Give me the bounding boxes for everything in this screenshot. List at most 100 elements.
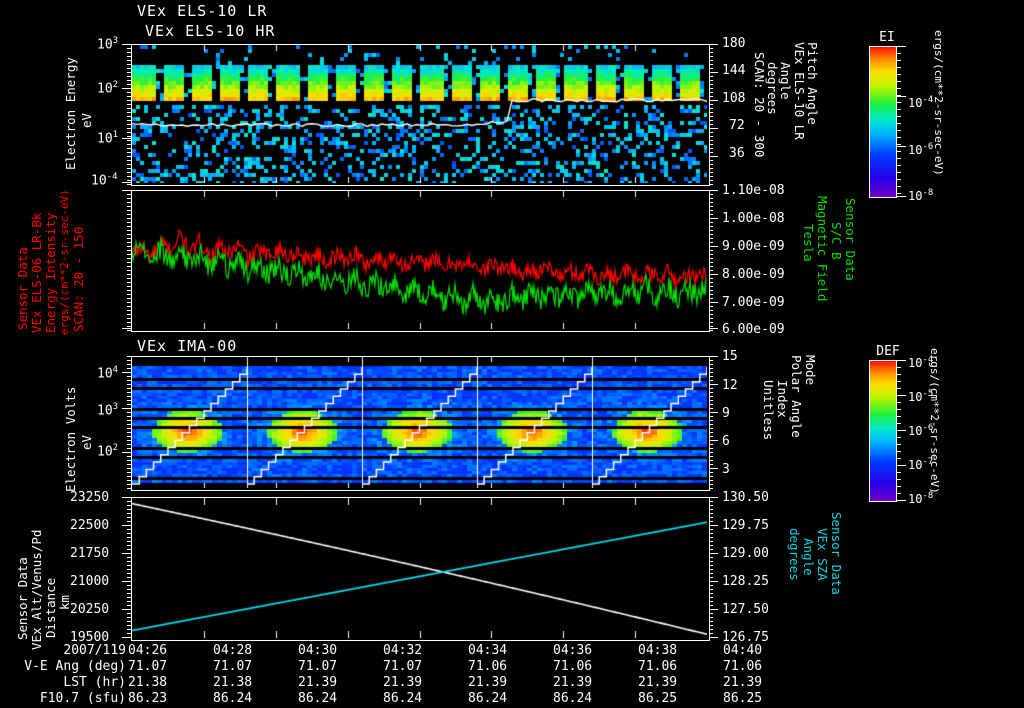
panel1-right-label-a: Pitch Angle <box>805 42 820 182</box>
panel4-left-label-2: VEx Alt/Venus/Pd <box>29 525 44 650</box>
panel1-title-hr: VEx ELS-10 HR <box>145 22 276 40</box>
panel1-right-label-b1: VEx ELS-10 LR <box>792 42 807 140</box>
panel4-y2tick-0: 130.50 <box>722 490 769 505</box>
panel1-y2tick-72: 72 <box>729 118 745 133</box>
panel4-right-label-2: VEx SZA <box>815 528 830 618</box>
panel1-y2tick-108: 108 <box>722 91 746 106</box>
panel3-plot[interactable] <box>131 356 710 491</box>
row-time-cell: 04:26 <box>128 643 168 658</box>
panel1-right-label-b: VEx ELS-10 LR <box>792 42 807 192</box>
panel3-title: VEx IMA-00 <box>137 337 238 355</box>
panel3-y2tick-9: 9 <box>722 406 730 421</box>
panel1-right-label-scan1: SCAN: 20 - 300 <box>752 52 767 158</box>
panel3-left-axis-unit-text: eV <box>79 434 94 450</box>
panel1-right-label-d1: degrees <box>765 62 780 115</box>
row-time-cell: 04:34 <box>468 643 508 658</box>
panel3-ytick-1e3: 103 <box>97 402 119 419</box>
row-time-cell: 04:38 <box>638 643 678 658</box>
panel3-colorbar-label: DEF <box>876 344 900 359</box>
row-lst-cell: 21.38 <box>213 675 253 690</box>
panel3-colorbar-ticks <box>897 360 907 502</box>
panel3-colorbar-gradient <box>869 360 897 502</box>
row-ve-ang-cell: 71.07 <box>128 659 168 674</box>
row-ve-ang-label: V-E Ang (deg) <box>24 659 126 674</box>
row-ve-ang-cell: 71.06 <box>638 659 678 674</box>
panel2-canvas <box>132 191 707 329</box>
panel4-plot[interactable] <box>131 497 710 641</box>
panel4-y2tick-4: 127.50 <box>722 602 769 617</box>
panel3-colorbar-unit: ergs/(cm**2-sr-sec-eV) <box>928 348 941 494</box>
row-f107-cell: 86.25 <box>723 691 763 706</box>
panel3-y2tick-12: 12 <box>722 378 738 393</box>
row-time-cell: 04:30 <box>298 643 338 658</box>
panel3-colorbar-unit-text: ergs/(cm**2-sr-sec-eV) <box>928 348 941 494</box>
row-ve-ang-cell: 71.06 <box>553 659 593 674</box>
panel4-left-label-1: Sensor Data <box>15 540 30 640</box>
row-time-cell: 04:40 <box>723 643 763 658</box>
panel1-y2tick-36: 36 <box>729 146 745 161</box>
row-lst-cell: 21.39 <box>638 675 678 690</box>
panel1-colorbar-unit-text: ergs/(cm**2-sr-sec-eV) <box>932 30 945 176</box>
panel1-plot[interactable] <box>131 44 710 186</box>
panel4-right-label-4: degrees <box>787 528 802 623</box>
panel3-right-ticks <box>709 356 718 489</box>
panel4-ytick-1: 22500 <box>70 518 110 533</box>
panel1-right-label-a1: Pitch Angle <box>805 42 820 125</box>
panel1-y2tick-144: 144 <box>722 63 746 78</box>
panel3-ytick-1e4: 104 <box>97 365 119 382</box>
panel4-left-label-3-text: Distance <box>43 577 58 638</box>
panel4-left-label-3: Distance <box>43 548 58 638</box>
panel4-right-label-2-text: VEx SZA <box>815 528 830 581</box>
row-f107-label: F10.7 (sfu) <box>39 691 126 706</box>
panel2-left-label-3-text: Energy Intensity <box>43 212 58 333</box>
panel3-left-axis-unit: eV <box>79 400 94 450</box>
panel1-y2tick-180: 180 <box>722 36 746 51</box>
panel4-canvas <box>132 498 707 638</box>
panel2-left-ticks <box>122 190 131 331</box>
panel1-right-label-c1: Angle <box>778 62 793 100</box>
panel4-ytick-2: 21750 <box>70 546 110 561</box>
panel2-y2tick-3: 8.00e-09 <box>722 267 785 282</box>
panel2-plot[interactable] <box>131 190 710 332</box>
panel3-y2tick-3: 3 <box>722 462 730 477</box>
panel2-left-label-4: ergs/(cm**2-sr-sec-eV) <box>58 189 71 335</box>
panel1-canvas <box>132 45 707 183</box>
panel1-colorbar-unit: ergs/(cm**2-sr-sec-eV) <box>932 30 945 180</box>
row-f107-cell: 86.24 <box>213 691 253 706</box>
panel1-left-axis-label: Electron Energy <box>63 44 78 184</box>
row-ve-ang-cell: 71.06 <box>723 659 763 674</box>
panel4-right-label-3-text: Angle <box>801 538 816 576</box>
panel2-y2tick-0: 1.10e-08 <box>722 183 785 198</box>
panel2-left-label-2: VEx ELS-06 LR-Bk <box>29 203 44 333</box>
row-f107-cell: 86.24 <box>298 691 338 706</box>
panel3-cb-tick-0: 10-4 <box>908 355 934 370</box>
panel3-cb-tick-3: 10-7 <box>908 457 934 472</box>
panel4-right-ticks <box>709 497 718 639</box>
panel2-right-label-1: Sensor Data <box>843 198 858 323</box>
panel4-left-ticks <box>122 497 131 639</box>
panel3-right-label-4-text: Unitless <box>761 380 776 441</box>
panel1-cb-tick-1e-8: 10-8 <box>908 188 934 203</box>
panel4-right-label-4-text: degrees <box>787 528 802 581</box>
row-lst-cell: 21.39 <box>468 675 508 690</box>
row-ve-ang-cell: 71.07 <box>383 659 423 674</box>
panel4-ytick-0: 23250 <box>70 490 110 505</box>
panel4-ytick-4: 20250 <box>70 602 110 617</box>
panel1-cb-tick-1e-6: 10-6 <box>908 142 934 157</box>
row-lst-cell: 21.38 <box>128 675 168 690</box>
panel1-colorbar-ticks <box>897 46 907 198</box>
panel3-right-label-1-text: Mode <box>803 355 818 386</box>
panel2-right-label-4-text: Tesla <box>801 224 816 262</box>
panel2-right-ticks <box>709 190 718 331</box>
panel1-left-axis-unit-text: eV <box>79 112 94 128</box>
panel2-y2tick-4: 7.00e-09 <box>722 295 785 310</box>
panel1-left-axis-unit: eV <box>79 90 94 150</box>
panel2-y2tick-5: 6.00e-09 <box>722 322 785 337</box>
row-lst-cell: 21.39 <box>383 675 423 690</box>
panel4-y2tick-3: 128.25 <box>722 574 769 589</box>
panel1-right-ticks <box>709 44 718 185</box>
panel3-right-label-2-text: Polar Angle <box>789 355 804 438</box>
panel2-right-label-1-text: Sensor Data <box>843 198 858 281</box>
panel3-y2tick-6: 6 <box>722 434 730 449</box>
